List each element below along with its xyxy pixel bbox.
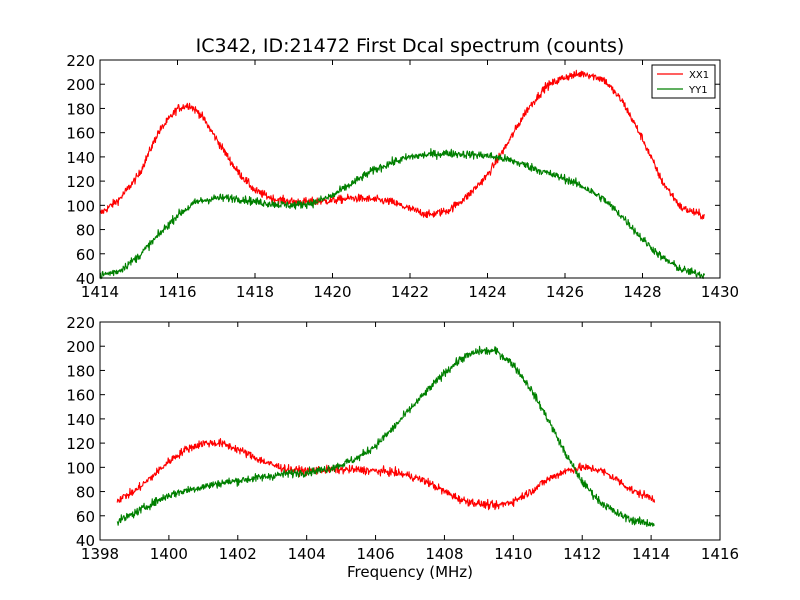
bottom-y-tick-label: 100 [66,459,95,477]
top-spectrum-panel: IC342, ID:21472 First Dcal spectrum (cou… [66,35,739,301]
top-x-tick-label: 1418 [236,283,274,301]
bottom-spectrum-panel: 1398 1400 1402 1404 1406 1408 1410 1412 1414 1416… [66,314,739,581]
bottom-axes-frame [99,321,721,541]
top-x-tick-label: 1420 [313,283,351,301]
legend-label-yy1: YY1 [688,85,708,96]
bottom-y-tick-label: 180 [66,362,95,380]
top-x-tick-label: 1416 [158,283,196,301]
bottom-x-tick-label: 1406 [356,545,394,563]
top-x-tick-label: 1426 [546,283,584,301]
top-y-tick-label: 180 [66,100,95,118]
bottom-plot-layer: 1398 1400 1402 1404 1406 1408 1410 1412 1414 1416… [66,314,739,563]
bottom-series-series-1-line [116,438,656,511]
top-plot-layer: 1414 1416 1418 1420 1422 1424 1426 1428 1430 40 60… [66,52,739,301]
bottom-y-tick-label: 160 [66,387,95,405]
top-y-tick-label: 60 [76,246,95,264]
top-x-tick-label: 1422 [391,283,429,301]
bottom-x-tick-label: 1412 [563,545,601,563]
top-y-tick-label: 80 [76,222,95,240]
bottom-x-tick-label: 1410 [494,545,532,563]
legend-label-xx1: XX1 [689,70,709,81]
top-x-tick-label: 1430 [701,283,739,301]
top-y-tick-label: 100 [66,197,95,215]
bottom-x-tick-label: 1414 [632,545,670,563]
bottom-x-tick-label: 1398 [81,545,119,563]
bottom-x-tick-label: 1400 [150,545,188,563]
top-series-xx1-line [99,69,705,220]
bottom-y-tick-label: 60 [76,508,95,526]
top-y-tick-label: 40 [76,270,95,288]
chart-title: IC342, ID:21472 First Dcal spectrum (cou… [196,35,625,57]
legend-box [651,64,716,99]
bottom-y-tick-label: 220 [66,314,95,332]
top-x-tick-label: 1414 [81,283,119,301]
bottom-y-tick-label: 200 [66,338,95,356]
top-x-tick-label: 1428 [623,283,661,301]
bottom-series-series-2-line [116,345,655,527]
top-y-tick-label: 200 [66,76,95,94]
bottom-y-tick-label: 120 [66,435,95,453]
bottom-x-tick-label: 1416 [701,545,739,563]
legend: XX1 YY1 [651,64,716,99]
bottom-y-tick-label: 80 [76,484,95,502]
top-y-tick-label: 220 [66,52,95,70]
bottom-x-tick-label: 1408 [425,545,463,563]
bottom-x-tick-label: 1404 [288,545,326,563]
bottom-y-tick-label: 40 [76,532,95,550]
top-y-tick-label: 140 [66,149,95,167]
top-series-yy1-line [99,148,706,280]
top-y-tick-label: 120 [66,173,95,191]
bottom-y-tick-label: 140 [66,411,95,429]
top-y-tick-label: 160 [66,125,95,143]
bottom-x-tick-label: 1402 [219,545,257,563]
x-axis-title: Frequency (MHz) [347,563,473,581]
top-x-tick-label: 1424 [468,283,506,301]
